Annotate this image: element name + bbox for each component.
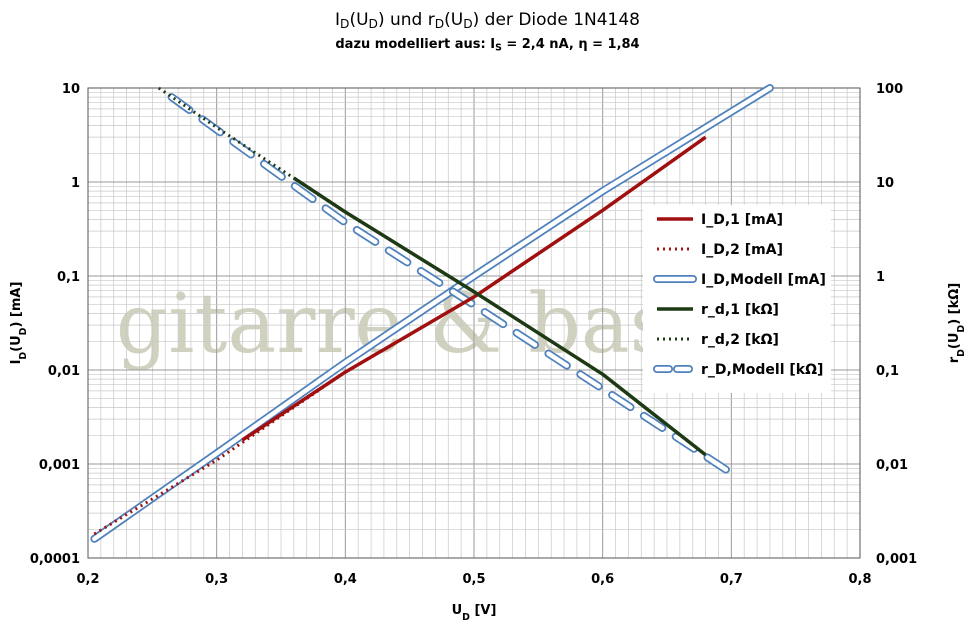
x-tick-label: 0,8: [848, 572, 871, 587]
y-right-tick-label: 0,1: [876, 364, 899, 379]
y-left-tick-label: 0,01: [48, 364, 80, 379]
legend: [643, 205, 831, 393]
x-axis-label: UD [V]: [452, 603, 497, 623]
series-r-d-modell-k: [169, 94, 734, 476]
y-left-tick-label: 0,001: [39, 458, 80, 473]
y-left-tick-label: 0,0001: [30, 552, 80, 567]
legend-label: r_D,Modell [kΩ]: [701, 362, 823, 378]
chart-title: ID(UD) und rD(UD) der Diode 1N4148: [335, 10, 640, 32]
legend-label: I_D,1 [mA]: [701, 212, 783, 228]
chart-subtitle: dazu modelliert aus: IS = 2,4 nA, η = 1,…: [335, 37, 640, 54]
y-left-tick-label: 0,1: [57, 270, 80, 285]
y-left-tick-label: 10: [62, 82, 80, 97]
y-right-tick-label: 10: [876, 176, 894, 191]
x-tick-label: 0,5: [462, 572, 485, 587]
y-right-tick-label: 0,01: [876, 458, 908, 473]
legend-label: r_d,1 [kΩ]: [701, 302, 779, 318]
series-i-d-1-ma: [241, 135, 707, 442]
y-right-axis-label: rD(UD) [kΩ]: [947, 283, 967, 364]
y-right-tick-label: 0,001: [876, 552, 917, 567]
y-right-tick-label: 100: [876, 82, 903, 97]
x-tick-label: 0,6: [591, 572, 614, 587]
x-tick-label: 0,7: [720, 572, 743, 587]
legend-label: I_D,Modell [mA]: [701, 272, 826, 288]
series-r-d-2-k: [157, 86, 707, 457]
series-i-d-2-ma: [93, 135, 707, 536]
x-tick-label: 0,4: [334, 572, 357, 587]
legend-label: r_d,2 [kΩ]: [701, 332, 779, 348]
y-left-axis-label: ID(UD) [mA]: [9, 282, 29, 365]
plot-frame: [87, 87, 861, 559]
y-right-tick-label: 1: [876, 270, 885, 285]
x-tick-label: 0,3: [205, 572, 228, 587]
legend-label: I_D,2 [mA]: [701, 242, 783, 258]
y-left-tick-label: 1: [71, 176, 80, 191]
x-tick-label: 0,2: [76, 572, 99, 587]
series-i-d-modell-ma: [92, 85, 773, 542]
